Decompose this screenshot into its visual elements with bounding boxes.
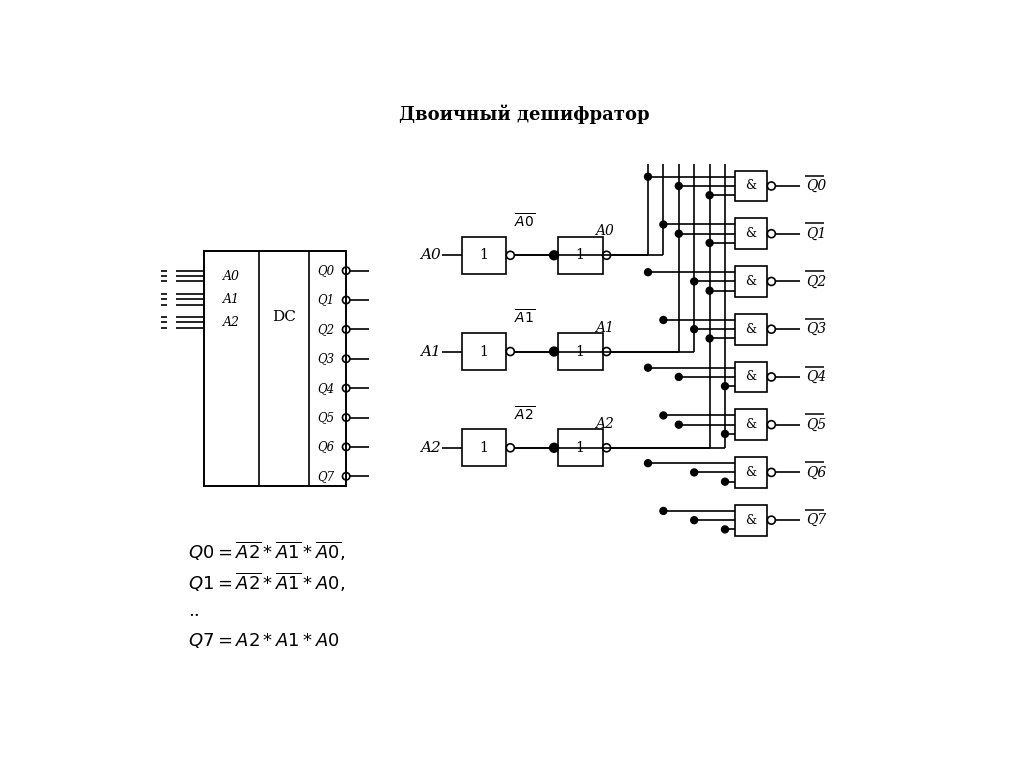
Text: DC: DC: [272, 310, 296, 324]
Circle shape: [691, 469, 697, 476]
Circle shape: [644, 173, 651, 180]
Bar: [735, 410, 767, 440]
Bar: [735, 457, 767, 488]
Text: $\overline{A1}$: $\overline{A1}$: [514, 308, 536, 327]
Circle shape: [676, 374, 682, 380]
Bar: [735, 266, 767, 297]
Text: A0: A0: [223, 269, 240, 282]
Bar: [462, 237, 506, 274]
Text: Q4: Q4: [317, 382, 335, 395]
Text: $Q0 = \overline{A2} * \overline{A1} * \overline{A0},$: $Q0 = \overline{A2} * \overline{A1} * \o…: [188, 540, 345, 564]
Bar: [558, 430, 602, 466]
Text: &: &: [745, 179, 757, 193]
Text: 1: 1: [479, 249, 488, 262]
Circle shape: [676, 183, 682, 189]
Text: Q1: Q1: [806, 227, 826, 241]
Text: Q3: Q3: [806, 322, 826, 336]
Text: A1: A1: [421, 344, 441, 358]
Text: Двоичный дешифратор: Двоичный дешифратор: [399, 104, 650, 124]
Circle shape: [659, 508, 667, 515]
Text: &: &: [745, 514, 757, 527]
Text: A2: A2: [421, 441, 441, 455]
Circle shape: [676, 421, 682, 428]
Text: Q0: Q0: [806, 179, 826, 193]
Circle shape: [644, 364, 651, 371]
Bar: [735, 219, 767, 249]
Text: 1: 1: [575, 344, 585, 358]
Circle shape: [550, 347, 558, 356]
Circle shape: [691, 326, 697, 333]
Text: &: &: [745, 275, 757, 288]
Circle shape: [691, 517, 697, 524]
Text: 1: 1: [575, 249, 585, 262]
Text: Q6: Q6: [806, 466, 826, 479]
Bar: [735, 361, 767, 393]
Circle shape: [550, 251, 558, 260]
Text: Q0: Q0: [317, 264, 335, 277]
Bar: [462, 333, 506, 370]
Circle shape: [644, 459, 651, 466]
Circle shape: [644, 268, 651, 275]
Text: 1: 1: [575, 441, 585, 455]
Text: Q2: Q2: [806, 275, 826, 288]
Text: &: &: [745, 227, 757, 240]
Bar: [735, 314, 767, 344]
Text: A2: A2: [223, 316, 240, 329]
Circle shape: [722, 430, 728, 437]
Circle shape: [691, 278, 697, 285]
Text: $Q7 = A2 * A1 * A0$: $Q7 = A2 * A1 * A0$: [188, 630, 340, 650]
Text: Q6: Q6: [317, 440, 335, 453]
Text: ..: ..: [188, 602, 200, 620]
Bar: [462, 430, 506, 466]
Text: Q3: Q3: [317, 352, 335, 365]
Bar: [558, 237, 602, 274]
Text: Q5: Q5: [806, 418, 826, 432]
Bar: [204, 252, 346, 486]
Text: 1: 1: [479, 344, 488, 358]
Text: $\overline{A2}$: $\overline{A2}$: [514, 405, 536, 423]
Text: A1: A1: [595, 321, 613, 334]
Text: Q2: Q2: [317, 323, 335, 336]
Text: &: &: [745, 370, 757, 384]
Text: A2: A2: [595, 416, 613, 431]
Text: A1: A1: [223, 293, 240, 306]
Bar: [735, 170, 767, 202]
Bar: [735, 505, 767, 535]
Text: $\overline{A0}$: $\overline{A0}$: [514, 212, 536, 231]
Circle shape: [659, 221, 667, 228]
Circle shape: [659, 412, 667, 419]
Circle shape: [707, 192, 713, 199]
Circle shape: [707, 287, 713, 295]
Text: Q5: Q5: [317, 411, 335, 424]
Text: &: &: [745, 466, 757, 479]
Text: Q7: Q7: [806, 513, 826, 527]
Text: $Q1 = \overline{A2} * \overline{A1} * A0,$: $Q1 = \overline{A2} * \overline{A1} * A0…: [188, 571, 345, 594]
Text: Q4: Q4: [806, 370, 826, 384]
Text: Q7: Q7: [317, 469, 335, 482]
Circle shape: [659, 317, 667, 324]
Text: 1: 1: [479, 441, 488, 455]
Circle shape: [722, 383, 728, 390]
Circle shape: [707, 239, 713, 246]
Circle shape: [550, 443, 558, 453]
Text: A0: A0: [595, 224, 613, 239]
Circle shape: [722, 478, 728, 485]
Text: A0: A0: [421, 249, 441, 262]
Circle shape: [676, 230, 682, 237]
Circle shape: [722, 526, 728, 533]
Text: &: &: [745, 418, 757, 431]
Text: Q1: Q1: [317, 294, 335, 307]
Circle shape: [707, 335, 713, 342]
Text: &: &: [745, 323, 757, 336]
Bar: [558, 333, 602, 370]
